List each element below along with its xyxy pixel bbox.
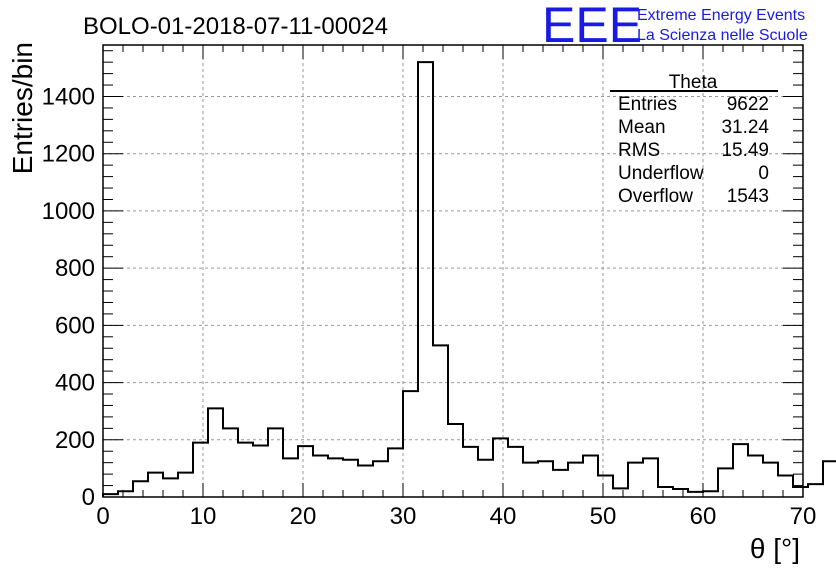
stats-label: Mean: [618, 117, 666, 138]
histogram-bar: [628, 463, 643, 497]
histogram-bar: [403, 391, 418, 497]
histogram-bar: [178, 473, 193, 497]
x-tick-labels: 0 10 20 30 40 50 60 70: [96, 503, 816, 530]
plot-frame: [102, 44, 804, 498]
histogram-bar: [328, 458, 343, 497]
histogram-bar: [733, 444, 748, 497]
y-tick-label: 400: [55, 370, 95, 397]
x-tick-label: 10: [190, 503, 217, 530]
stats-label: Entries: [618, 94, 677, 115]
histogram-bar: [268, 428, 283, 497]
y-tick-label: 600: [55, 312, 95, 339]
histogram-bar: [298, 446, 313, 497]
histogram-bar: [463, 447, 478, 497]
histogram-bar: [778, 476, 793, 497]
stats-value: 31.24: [721, 117, 769, 138]
x-tick-label: 20: [290, 503, 317, 530]
y-tick-label: 800: [55, 255, 95, 282]
histogram-bar: [163, 478, 178, 497]
histogram-bar: [538, 461, 553, 497]
histogram-bar: [493, 438, 508, 497]
y-tick-label: 1200: [42, 141, 95, 168]
axis-ticks: [102, 45, 804, 498]
x-tick-label: 0: [96, 503, 109, 530]
histogram-bar: [583, 456, 598, 497]
histogram-outline: [102, 61, 836, 497]
histogram-bar: [793, 487, 808, 497]
histogram-bar: [478, 460, 493, 497]
stats-value: 1543: [727, 186, 769, 207]
y-tick-label: 200: [55, 427, 95, 454]
y-axis-label: Entries/bin: [7, 42, 38, 174]
logo-mark: EEE: [542, 0, 642, 53]
histogram-bar: [223, 428, 238, 497]
logo-line-1: Extreme Energy Events: [637, 7, 805, 24]
x-axis-label: θ [°]: [750, 533, 800, 564]
histogram-bar: [388, 448, 403, 497]
histogram-bar: [748, 456, 763, 497]
eee-logo: EEE Extreme Energy Events La Scienza nel…: [542, 0, 808, 53]
stats-label: RMS: [618, 140, 660, 161]
histogram-bar: [808, 484, 823, 497]
y-tick-label: 0: [82, 484, 95, 511]
stats-rows: Entries 9622 Mean 31.24 RMS 15.49 Underflow 0 Ov…: [618, 94, 769, 207]
x-tick-label: 60: [690, 503, 717, 530]
histogram-bar: [718, 468, 733, 497]
chart-title: BOLO-01-2018-07-11-00024: [83, 13, 388, 40]
stats-value: 0: [758, 163, 769, 184]
x-tick-label: 50: [590, 503, 617, 530]
histogram-bar: [358, 466, 373, 497]
histogram-bar: [523, 463, 538, 497]
histogram-bar: [763, 463, 778, 497]
histogram-bar: [568, 463, 583, 497]
histogram-bar: [313, 456, 328, 497]
histogram-bar: [553, 470, 568, 497]
histogram-bar: [283, 458, 298, 497]
histogram-bar: [823, 461, 836, 497]
histogram-bar: [433, 345, 448, 497]
stats-value: 9622: [727, 94, 769, 115]
histogram-bar: [148, 473, 163, 497]
histogram-bar: [418, 62, 433, 497]
stats-value: 15.49: [721, 140, 769, 161]
histogram-bar: [673, 489, 688, 497]
y-tick-labels: 0 200 400 600 800 1000 1200 1400: [42, 83, 95, 511]
histogram-bar: [343, 460, 358, 497]
y-tick-label: 1400: [42, 83, 95, 110]
x-tick-label: 70: [790, 503, 817, 530]
stats-box: Theta Entries 9622 Mean 31.24 RMS 15.49 Underf…: [610, 72, 778, 207]
histogram-bar: [133, 481, 148, 497]
histogram-bar: [238, 443, 253, 497]
histogram-bar: [613, 488, 628, 497]
histogram-bar: [208, 408, 223, 497]
histogram-bar: [448, 424, 463, 497]
y-tick-label: 1000: [42, 198, 95, 225]
histogram-bar: [643, 458, 658, 497]
histogram-bar: [508, 447, 523, 497]
stats-title: Theta: [669, 72, 718, 93]
histogram-bar: [373, 461, 388, 497]
histogram-bar: [253, 446, 268, 497]
stats-label: Underflow: [618, 163, 704, 184]
logo-line-2: La Scienza nelle Scuole: [637, 27, 808, 44]
x-tick-label: 40: [490, 503, 517, 530]
histogram-bar: [658, 487, 673, 497]
grid-lines: [103, 45, 803, 497]
histogram-bar: [598, 476, 613, 497]
x-tick-label: 30: [390, 503, 417, 530]
stats-label: Overflow: [618, 186, 693, 207]
histogram-bar: [193, 443, 208, 497]
